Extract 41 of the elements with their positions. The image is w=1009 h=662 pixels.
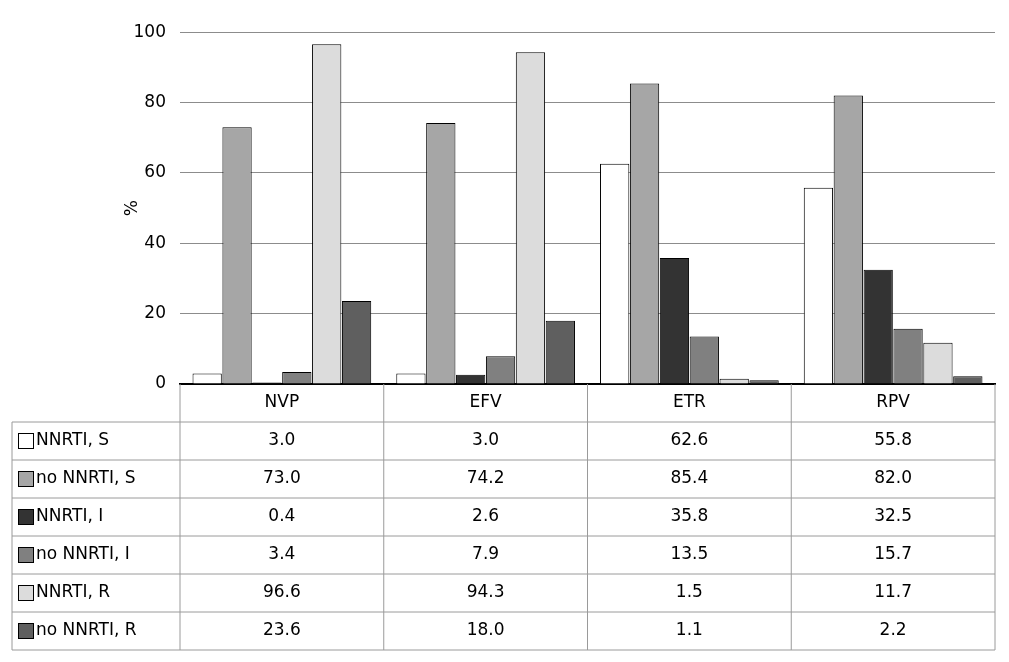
legend-label: NNRTI, R — [36, 581, 111, 602]
data-label: 3.4 — [268, 543, 296, 564]
data-label: 3.0 — [472, 429, 500, 450]
data-label: 13.5 — [670, 543, 709, 564]
y-tick-label: 100 — [133, 20, 166, 41]
x-tick-label: RPV — [876, 391, 911, 412]
data-label: 2.2 — [879, 619, 907, 640]
legend-label: NNRTI, I — [36, 505, 104, 526]
data-label: 62.6 — [670, 429, 709, 450]
data-label: 74.2 — [466, 467, 505, 488]
y-tick-label: 0 — [155, 372, 166, 393]
data-label: 1.5 — [675, 581, 703, 602]
data-label: 11.7 — [874, 581, 913, 602]
x-tick-label: ETR — [672, 391, 707, 412]
data-label: 55.8 — [874, 429, 913, 450]
y-axis-title: % — [120, 200, 141, 217]
data-label: 23.6 — [262, 619, 301, 640]
legend-label: no NNRTI, S — [36, 467, 136, 488]
data-label: 96.6 — [262, 581, 301, 602]
data-label: 0.4 — [268, 505, 296, 526]
data-label: 1.1 — [675, 619, 703, 640]
data-label: 35.8 — [670, 505, 709, 526]
data-label: 73.0 — [262, 467, 301, 488]
data-label: 3.0 — [268, 429, 296, 450]
data-label: 85.4 — [670, 467, 709, 488]
data-label: 7.9 — [472, 543, 500, 564]
data-label: 32.5 — [874, 505, 913, 526]
y-tick-label: 40 — [144, 231, 166, 252]
data-label: 15.7 — [874, 543, 913, 564]
x-tick-label: NVP — [264, 391, 300, 412]
x-tick-label: EFV — [469, 391, 503, 412]
data-label: 18.0 — [466, 619, 505, 640]
data-label: 2.6 — [472, 505, 500, 526]
y-tick-label: 80 — [144, 90, 166, 111]
legend-label: no NNRTI, I — [36, 543, 130, 564]
y-tick-label: 20 — [144, 302, 166, 323]
data-label: 94.3 — [466, 581, 505, 602]
y-tick-label: 60 — [144, 161, 166, 182]
legend-label: no NNRTI, R — [36, 619, 137, 640]
legend-label: NNRTI, S — [36, 429, 110, 450]
data-label: 82.0 — [874, 467, 913, 488]
